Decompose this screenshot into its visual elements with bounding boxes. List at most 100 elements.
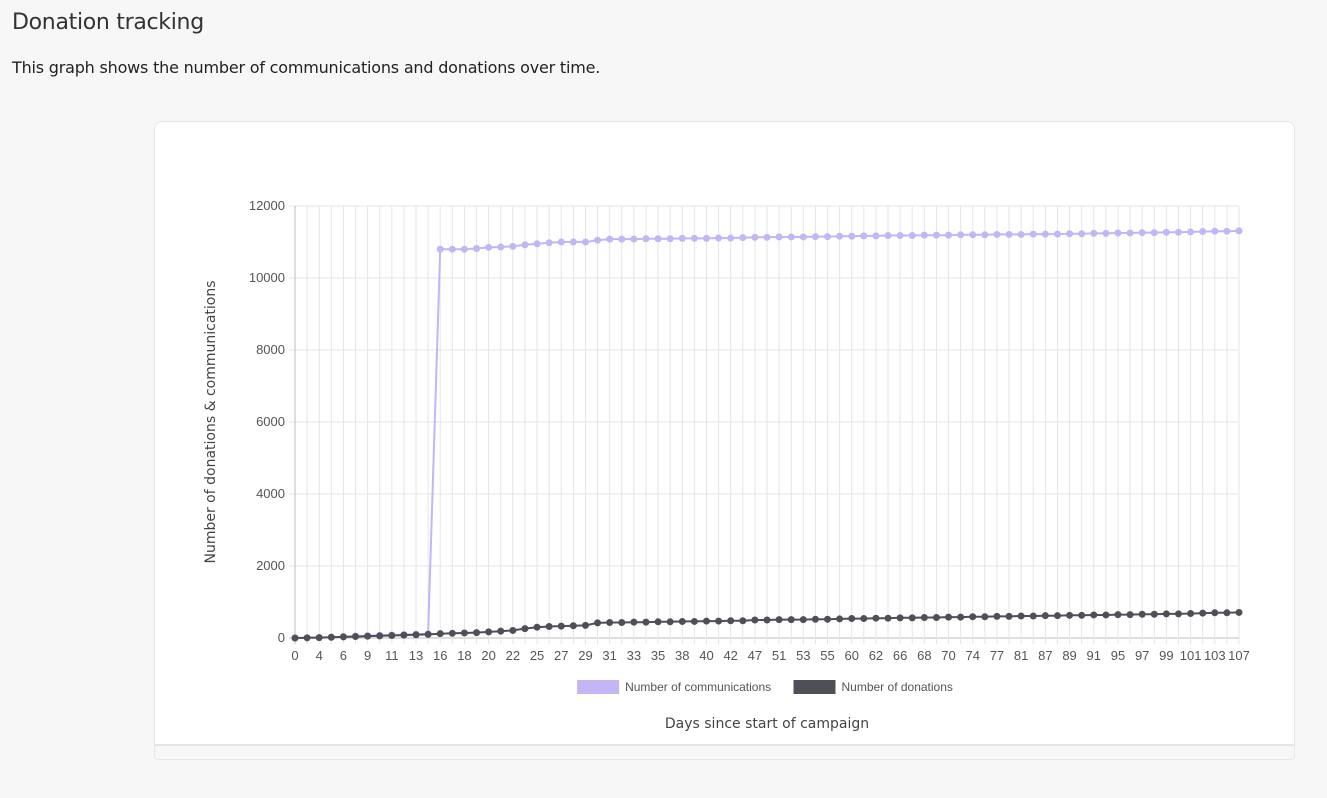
data-point [1174,610,1182,618]
data-point [993,230,1001,238]
x-tick-label: 42 [723,648,737,663]
data-point [945,613,953,621]
data-point [1187,228,1195,236]
x-tick-label: 97 [1135,648,1149,663]
data-point [1029,230,1037,238]
data-point [642,618,650,626]
chart-legend[interactable]: Number of communications Number of donati… [577,680,953,694]
data-point [569,238,577,246]
data-point [581,238,589,246]
data-point [896,614,904,622]
legend-label: Number of donations [842,680,953,694]
data-point [908,232,916,240]
data-point [1223,609,1231,617]
x-axis-title: Days since start of campaign [665,716,869,732]
x-tick-label: 66 [893,648,907,663]
data-point [763,233,771,241]
data-point [594,236,602,244]
y-tick-label: 8000 [256,342,285,357]
chart-grid [289,205,1240,644]
data-point [448,245,456,253]
data-point [630,235,638,243]
data-point [1174,228,1182,236]
data-point [521,241,529,249]
data-point [957,231,965,239]
data-point [739,234,747,242]
data-point [1150,610,1158,618]
x-tick-label: 0 [291,648,298,663]
page-title: Donation tracking [12,10,204,35]
y-tick-label: 6000 [256,414,285,429]
chart-axes: 0 2000 4000 6000 8000 10000 12000 0 4 6 9 11 13 16 18 2… [249,198,1250,663]
data-point [376,632,384,640]
data-point [860,232,868,240]
data-point [606,619,614,627]
data-point [569,622,577,630]
legend-item-donations[interactable]: Number of donations [793,680,953,694]
data-point [436,630,444,638]
data-point [884,232,892,240]
x-tick-label: 31 [602,648,616,663]
data-point [400,631,408,639]
data-point [291,634,299,642]
data-point [860,615,868,623]
data-point [448,629,456,637]
data-point [1017,612,1025,620]
data-point [920,231,928,239]
data-point [606,235,614,243]
data-point [957,613,965,621]
data-point [557,238,565,246]
donation-line-chart[interactable]: 0 2000 4000 6000 8000 10000 12000 0 4 6 9 11 13 16 18 2… [155,122,1296,746]
data-point [303,634,311,642]
data-point [618,235,626,243]
data-point [1005,230,1013,238]
data-point [1235,608,1243,616]
legend-swatch [577,680,620,694]
data-point [739,617,747,625]
data-point [1053,612,1061,620]
data-point [1102,611,1110,619]
x-tick-label: 91 [1087,648,1101,663]
data-point [412,631,420,639]
legend-item-communications[interactable]: Number of communications [577,680,771,694]
x-tick-label: 51 [772,648,786,663]
x-tick-label: 87 [1038,648,1052,663]
legend-label: Number of communications [625,680,771,694]
data-point [339,633,347,641]
data-point [388,631,396,639]
data-point [533,240,541,248]
data-point [751,233,759,241]
data-point [521,625,529,633]
data-point [485,243,493,251]
y-axis-title: Number of donations & communications [203,280,219,563]
data-point [460,629,468,637]
x-tick-label: 81 [1014,648,1028,663]
data-point [727,234,735,242]
y-tick-label: 12000 [249,198,285,213]
data-point [618,619,626,627]
data-point [315,634,323,642]
data-point [1162,228,1170,236]
data-point [1041,230,1049,238]
x-tick-label: 27 [554,648,568,663]
data-point [1126,611,1134,619]
data-point [1041,612,1049,620]
chart-card-footer [154,745,1295,760]
data-point [533,623,541,631]
x-tick-label: 13 [409,648,423,663]
x-tick-label: 11 [385,648,399,663]
data-point [702,617,710,625]
x-tick-label: 62 [869,648,883,663]
data-point [364,632,372,640]
data-point [920,613,928,621]
x-tick-label: 20 [481,648,495,663]
data-point [969,613,977,621]
data-point [497,627,505,635]
data-point [473,629,481,637]
data-point [811,233,819,241]
x-tick-label: 22 [506,648,520,663]
data-point [630,618,638,626]
data-point [594,619,602,627]
data-point [545,622,553,630]
data-point [932,231,940,239]
